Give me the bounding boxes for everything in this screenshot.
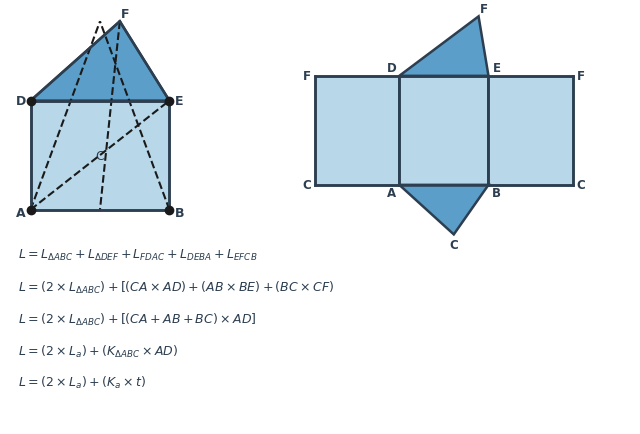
Text: D: D — [387, 62, 396, 75]
Text: C: C — [303, 179, 312, 192]
Text: C: C — [576, 179, 585, 192]
Text: C: C — [449, 238, 458, 251]
Text: F: F — [120, 8, 129, 21]
Polygon shape — [315, 77, 399, 185]
Polygon shape — [31, 22, 170, 102]
Text: F: F — [479, 3, 488, 16]
Text: $L = L_{\Delta ABC} + L_{\Delta DEF} + L_{FDAC} + L_{DEBA} + L_{EFCB}$: $L = L_{\Delta ABC} + L_{\Delta DEF} + L… — [18, 248, 257, 263]
Text: B: B — [492, 187, 501, 200]
Text: A: A — [387, 187, 396, 200]
Text: A: A — [16, 207, 26, 220]
Text: E: E — [492, 62, 500, 75]
Text: $L = (2 \times L_a) + (K_{\Delta ABC} \times AD)$: $L = (2 \times L_a) + (K_{\Delta ABC} \t… — [18, 342, 178, 358]
Text: $L = (2 \times L_a) + (K_a \times t)$: $L = (2 \times L_a) + (K_a \times t)$ — [18, 374, 146, 390]
Polygon shape — [399, 77, 488, 185]
Text: $L = (2 \times L_{\Delta ABC}) + [(CA + AB + BC) \times AD]$: $L = (2 \times L_{\Delta ABC}) + [(CA + … — [18, 311, 256, 327]
Polygon shape — [488, 77, 573, 185]
Text: D: D — [15, 95, 26, 108]
Text: C: C — [95, 149, 104, 162]
Text: F: F — [577, 70, 585, 83]
Text: B: B — [175, 207, 184, 220]
Polygon shape — [399, 185, 488, 235]
Text: $L = (2 \times L_{\Delta ABC}) + [(CA \times AD) + (AB \times BE) + (BC \times C: $L = (2 \times L_{\Delta ABC}) + [(CA \t… — [18, 279, 334, 296]
Polygon shape — [399, 17, 488, 77]
Text: F: F — [303, 70, 311, 83]
Text: E: E — [175, 95, 184, 108]
Polygon shape — [31, 102, 170, 210]
